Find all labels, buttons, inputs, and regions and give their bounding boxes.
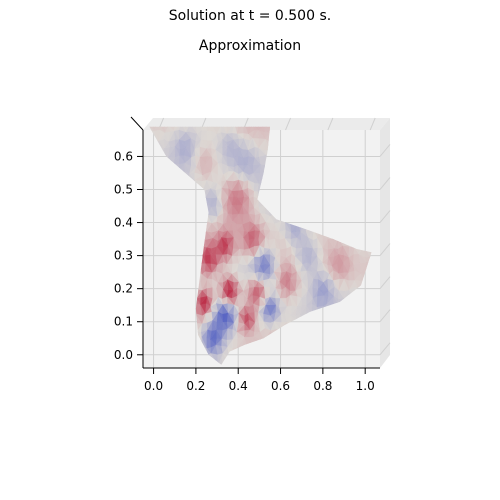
mesh-triangle (152, 126, 159, 132)
y-grid-line-side (379, 243, 391, 256)
y-grid-line-side (379, 309, 391, 323)
mesh-triangle (153, 126, 161, 131)
mesh-triangle (149, 126, 155, 132)
y-tick-label: 0.0 (114, 348, 133, 362)
mesh-triangle (216, 126, 222, 134)
mesh-triangle (195, 126, 203, 135)
y-tick-label: 0.3 (114, 249, 133, 263)
axes-frame (130, 116, 380, 369)
x-grid-line-back (327, 117, 334, 131)
y-tick-label: 0.4 (114, 216, 133, 230)
y-tick-label: 0.1 (114, 315, 133, 329)
x-tick-label: 0.4 (229, 379, 248, 393)
mesh-triangle (257, 126, 266, 131)
x-grid-line-back (285, 117, 292, 131)
y-tick-label: 0.6 (114, 149, 133, 163)
side-pane-right (380, 118, 390, 368)
mesh-triangle (237, 126, 245, 134)
mesh-triangle (226, 126, 235, 135)
y-grid-line-side (379, 177, 391, 190)
x-axis-ticks: 0.0 0.2 0.4 0.6 0.8 1.0 (144, 368, 375, 393)
mesh-triangle (163, 126, 169, 134)
mesh-triangle (248, 126, 254, 134)
mesh-triangle (252, 126, 260, 131)
x-tick-label: 0.2 (186, 379, 205, 393)
y-tick-label: 0.5 (114, 183, 133, 197)
figure-suptitle: Solution at t = 0.500 s. (168, 8, 332, 24)
y-grid-line-side (379, 276, 391, 289)
y-axis-ticks: 0.0 0.1 0.2 0.3 0.4 0.5 0.6 (114, 149, 143, 362)
y-grid-line-side (379, 210, 391, 223)
x-tick-label: 1.0 (356, 379, 375, 393)
x-tick-label: 0.6 (271, 379, 290, 393)
mesh-triangle (207, 126, 213, 132)
mesh-triangle (174, 126, 182, 132)
y-tick-label: 0.2 (114, 282, 133, 296)
mesh-triangle (185, 126, 191, 133)
x-grid-line-back (369, 117, 376, 131)
y-grid-line-side (379, 342, 391, 356)
x-tick-label: 0.0 (144, 379, 163, 393)
mesh-triangle (143, 114, 148, 125)
y-grid-line-side (379, 144, 391, 157)
mesh-triangle (143, 114, 150, 124)
axes-title: Approximation (198, 38, 302, 54)
corner-axis-line (130, 116, 144, 131)
x-tick-label: 0.8 (313, 379, 332, 393)
